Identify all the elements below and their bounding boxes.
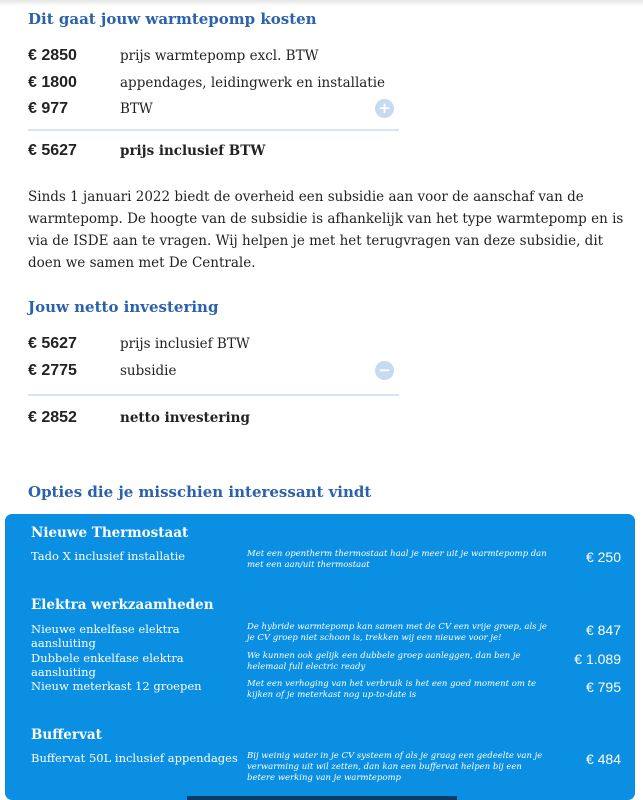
option-name: Nieuwe enkelfase elektra aansluiting (31, 622, 180, 650)
minus-circle-icon[interactable]: − (375, 361, 394, 380)
option-price: € 847 (585, 622, 621, 638)
option-row[interactable]: Tado X inclusief installatie Met een open… (31, 549, 621, 571)
top-shadow (0, 0, 643, 6)
label: prijs warmtepomp excl. BTW (120, 48, 319, 64)
option-desc: Bij weinig water in je CV systeem of als… (247, 751, 543, 783)
cost-total-row: € 5627 prijs inclusief BTW (28, 140, 265, 162)
option-desc: We kunnen ook gelijk een dubbele groep a… (247, 651, 521, 672)
costs-title: Dit gaat jouw warmtepomp kosten (28, 10, 317, 28)
option-desc: Met een opentherm thermostaat haal je me… (247, 549, 547, 570)
cost-row: € 977 BTW (28, 98, 153, 120)
group-title: Elektra werkzaamheden (31, 597, 214, 613)
option-name: Tado X inclusief installatie (31, 549, 186, 563)
net-row: € 2775 subsidie (28, 360, 176, 382)
label: BTW (120, 101, 153, 117)
option-name: Dubbele enkelfase elektra aansluiting (31, 651, 184, 679)
option-price: € 484 (585, 751, 621, 767)
amount: € 977 (28, 100, 69, 117)
option-row[interactable]: Nieuw meterkast 12 groepen Met een verhog… (31, 679, 621, 701)
group-title: Buffervat (31, 727, 102, 743)
net-row: € 5627 prijs inclusief BTW (28, 333, 250, 355)
cost-row: € 2850 prijs warmtepomp excl. BTW (28, 45, 318, 67)
subsidy-paragraph: Sinds 1 januari 2022 biedt de overheid e… (28, 189, 624, 271)
group-title: Nieuwe Thermostaat (31, 525, 189, 541)
option-row[interactable]: Buffervat 50L inclusief appendages Bij we… (31, 751, 621, 784)
option-desc: De hybride warmtepomp kan samen met de C… (247, 622, 547, 643)
net-title: Jouw netto investering (28, 298, 219, 316)
label: netto investering (120, 410, 250, 426)
amount: € 2775 (28, 362, 77, 379)
plus-circle-icon[interactable]: + (375, 99, 394, 118)
label: subsidie (120, 363, 177, 379)
option-price: € 1.089 (574, 651, 621, 667)
label: prijs inclusief BTW (120, 143, 266, 159)
option-price: € 795 (585, 679, 621, 695)
divider (28, 394, 399, 396)
label: appendages, leidingwerk en installatie (120, 75, 386, 91)
label: prijs inclusief BTW (120, 336, 250, 352)
bottom-bar (187, 796, 457, 800)
amount: € 2850 (28, 47, 77, 64)
amount: € 1800 (28, 74, 77, 91)
option-name: Buffervat 50L inclusief appendages (31, 751, 238, 765)
amount: € 5627 (28, 142, 77, 159)
options-title: Opties die je misschien interessant vind… (28, 483, 372, 501)
option-name: Nieuw meterkast 12 groepen (31, 679, 202, 693)
cost-row: € 1800 appendages, leidingwerk en install… (28, 72, 385, 94)
option-row[interactable]: Dubbele enkelfase elektra aansluiting We … (31, 651, 621, 679)
option-price: € 250 (585, 549, 621, 565)
option-row[interactable]: Nieuwe enkelfase elektra aansluiting De h… (31, 622, 621, 650)
divider (28, 129, 399, 131)
amount: € 2852 (28, 409, 77, 426)
option-desc: Met een verhoging van het verbruik is he… (247, 679, 537, 700)
net-total-row: € 2852 netto investering (28, 407, 250, 429)
amount: € 5627 (28, 335, 77, 352)
options-panel: Nieuwe Thermostaat Tado X inclusief inst… (5, 514, 635, 800)
